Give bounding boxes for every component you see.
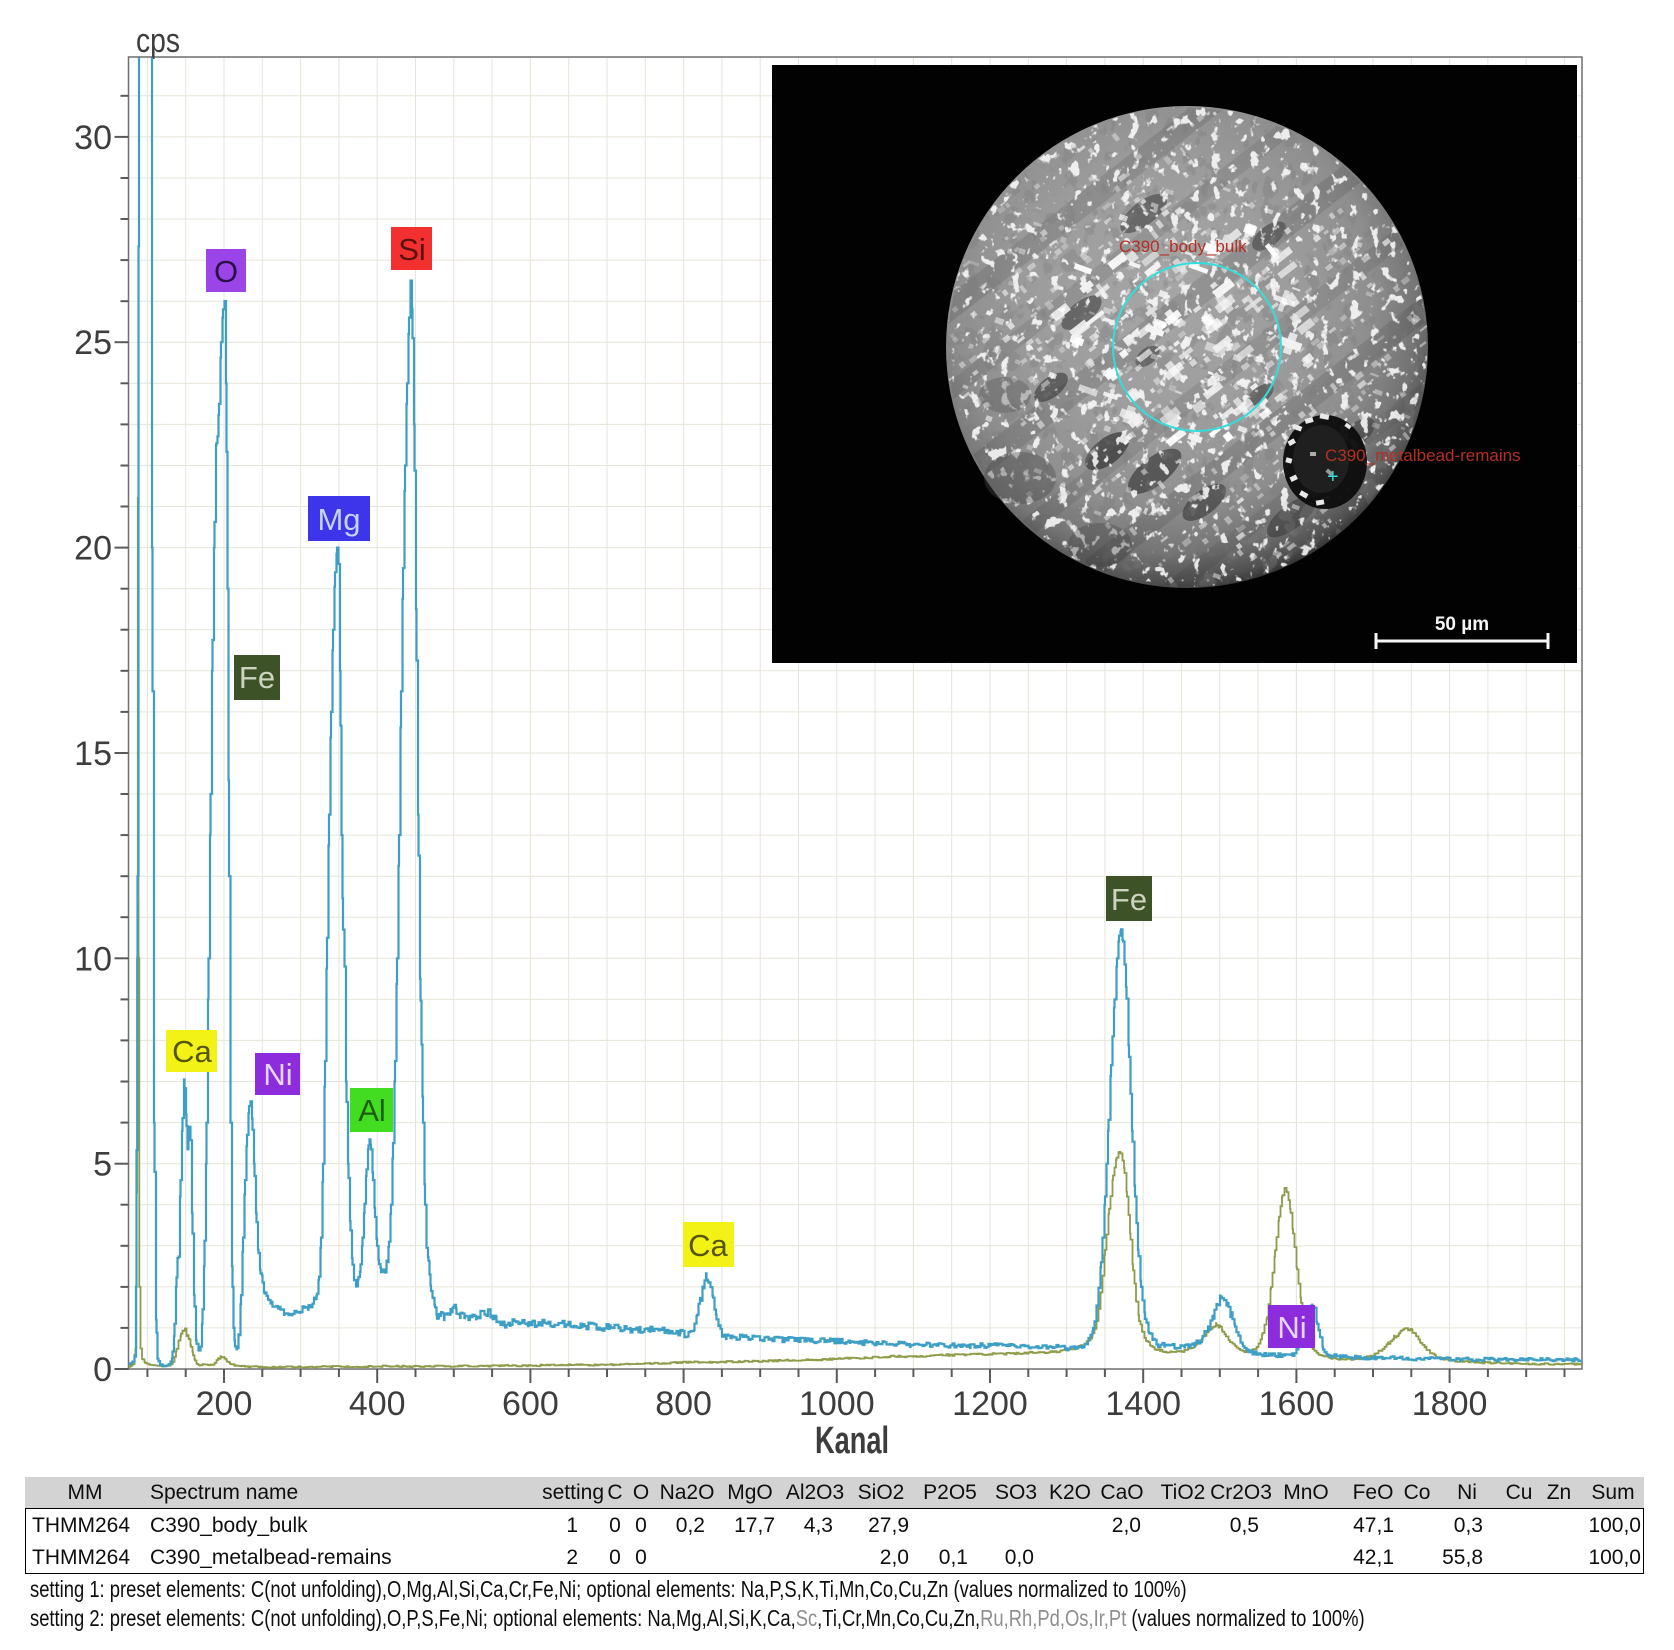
- svg-text:+: +: [1327, 466, 1339, 488]
- svg-text:50 µm: 50 µm: [1435, 614, 1489, 635]
- svg-text:20: 20: [74, 530, 112, 568]
- svg-text:C390_metalbead-remains: C390_metalbead-remains: [1325, 446, 1521, 465]
- svg-text:600: 600: [502, 1385, 559, 1423]
- svg-text:Ca: Ca: [172, 1034, 212, 1069]
- svg-text:O: O: [214, 254, 238, 289]
- svg-text:C390_body_bulk: C390_body_bulk: [1119, 237, 1247, 256]
- svg-text:200: 200: [196, 1385, 253, 1423]
- svg-text:400: 400: [349, 1385, 406, 1423]
- svg-text:Fe: Fe: [239, 660, 275, 695]
- svg-text:Ca: Ca: [688, 1228, 728, 1263]
- svg-text:Al: Al: [358, 1093, 386, 1128]
- svg-text:Mg: Mg: [317, 502, 360, 537]
- svg-text:30: 30: [74, 119, 112, 157]
- svg-text:Si: Si: [398, 232, 426, 267]
- svg-text:Ni: Ni: [1277, 1310, 1306, 1345]
- svg-text:Ni: Ni: [263, 1057, 292, 1092]
- svg-text:1000: 1000: [799, 1385, 875, 1423]
- svg-text:cps: cps: [136, 22, 180, 60]
- svg-text:1800: 1800: [1412, 1385, 1488, 1423]
- svg-text:0: 0: [93, 1351, 112, 1389]
- svg-text:15: 15: [74, 735, 112, 773]
- svg-text:10: 10: [74, 940, 112, 978]
- svg-text:Fe: Fe: [1111, 882, 1147, 917]
- svg-text:1600: 1600: [1259, 1385, 1335, 1423]
- svg-text:1400: 1400: [1105, 1385, 1181, 1423]
- svg-text:800: 800: [655, 1385, 712, 1423]
- svg-text:Kanal: Kanal: [815, 1420, 889, 1462]
- svg-text:25: 25: [74, 324, 112, 362]
- svg-text:1200: 1200: [952, 1385, 1028, 1423]
- svg-text:5: 5: [93, 1146, 112, 1184]
